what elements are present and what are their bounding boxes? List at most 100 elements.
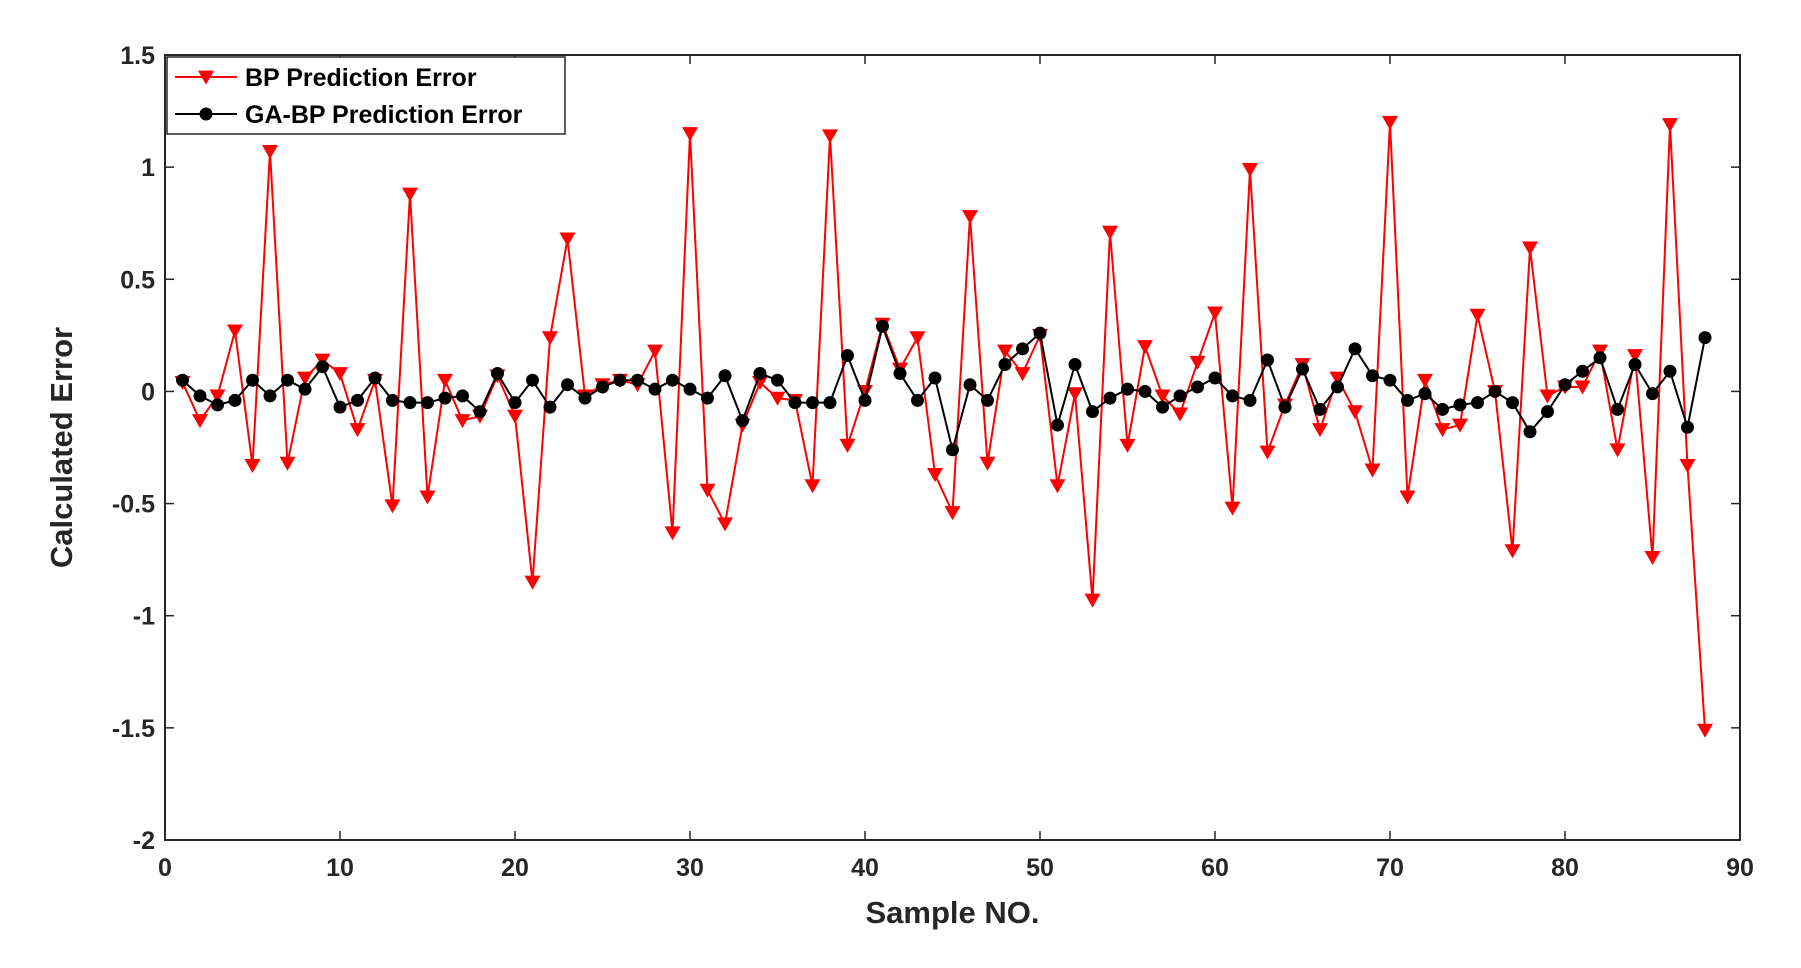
x-tick-label: 30: [676, 854, 704, 882]
data-point-ga-bp: [1261, 353, 1274, 367]
data-point-ga-bp: [456, 389, 469, 403]
data-point-bp: [664, 526, 681, 541]
data-point-ga-bp: [1488, 384, 1502, 398]
data-point-bp: [1049, 479, 1066, 494]
data-point-ga-bp: [1331, 380, 1344, 394]
data-point-ga-bp: [1401, 393, 1414, 407]
data-point-ga-bp: [543, 400, 557, 414]
data-point-ga-bp: [193, 389, 207, 403]
data-point-ga-bp: [176, 373, 189, 387]
data-point-bp: [944, 506, 961, 521]
data-point-bp: [682, 127, 698, 142]
y-tick-label: -2: [133, 827, 155, 855]
legend-box: [166, 56, 566, 135]
data-point-bp: [1417, 373, 1433, 388]
data-point-ga-bp: [718, 369, 732, 383]
data-point-bp: [1627, 349, 1643, 364]
data-point-ga-bp: [1016, 342, 1029, 356]
data-point-bp: [1259, 445, 1276, 460]
data-point-ga-bp: [1383, 373, 1397, 387]
data-point-ga-bp: [1208, 371, 1222, 385]
data-point-ga-bp: [998, 358, 1012, 372]
data-point-bp: [962, 210, 978, 225]
data-point-bp: [1329, 371, 1346, 386]
data-point-ga-bp: [1366, 369, 1379, 383]
data-point-ga-bp: [736, 414, 749, 428]
data-point-ga-bp: [1453, 398, 1467, 412]
data-point-ga-bp: [858, 393, 872, 407]
data-point-bp: [332, 367, 348, 382]
data-point-bp: [1574, 380, 1591, 395]
data-point-bp: [1522, 241, 1538, 256]
data-point-ga-bp: [1471, 396, 1484, 410]
data-point-bp: [1067, 387, 1083, 402]
data-point-ga-bp: [561, 378, 574, 392]
y-tick-label: 1: [141, 154, 155, 182]
data-point-ga-bp: [911, 393, 924, 407]
data-point-bp: [1469, 308, 1486, 323]
x-tick-label: 10: [326, 854, 354, 882]
data-point-bp: [1137, 340, 1153, 355]
x-tick-label: 60: [1201, 854, 1229, 882]
data-point-ga-bp: [263, 389, 277, 403]
data-point-bp: [244, 459, 261, 474]
legend-marker-bp: [198, 70, 214, 85]
y-tick-label: 1.5: [120, 42, 155, 70]
data-point-ga-bp: [1121, 382, 1134, 396]
data-point-ga-bp: [1156, 400, 1169, 414]
data-point-ga-bp: [1348, 342, 1362, 356]
data-point-ga-bp: [333, 400, 347, 414]
data-point-ga-bp: [1681, 420, 1694, 434]
axis-ticks: 0 10 20 30 40 50 60 70 80 90 -2 -1.5 -1 -0.5 0 0.5 1 1.5: [112, 42, 1754, 882]
data-point-ga-bp: [281, 373, 294, 387]
data-point-bp: [192, 414, 208, 429]
data-point-bp: [1154, 389, 1171, 404]
x-tick-label: 20: [501, 854, 529, 882]
data-point-ga-bp: [823, 396, 837, 410]
data-point-bp: [262, 145, 278, 160]
data-point-ga-bp: [491, 366, 504, 380]
data-point-ga-bp: [963, 378, 977, 392]
data-point-ga-bp: [1663, 364, 1677, 378]
data-point-ga-bp: [298, 382, 312, 396]
data-point-bp: [507, 409, 523, 424]
data-point-ga-bp: [421, 396, 434, 410]
data-point-ga-bp: [631, 373, 644, 387]
y-axis-title: Calculated Error: [44, 327, 79, 568]
data-point-bp: [997, 344, 1013, 359]
x-axis-title: Sample NO.: [866, 895, 1040, 930]
data-point-bp: [227, 324, 243, 339]
data-point-bp: [769, 391, 786, 406]
data-point-ga-bp: [1191, 380, 1204, 394]
y-tick-label: -1.5: [112, 715, 155, 743]
x-tick-label: 70: [1376, 854, 1404, 882]
data-point-ga-bp: [438, 391, 452, 405]
data-point-bp: [1014, 367, 1031, 382]
data-point-bp: [559, 232, 576, 247]
data-point-ga-bp: [1523, 425, 1537, 439]
data-point-ga-bp: [508, 396, 522, 410]
data-point-ga-bp: [1593, 351, 1607, 365]
data-point-ga-bp: [526, 373, 539, 387]
data-point-ga-bp: [1506, 396, 1519, 410]
data-point-ga-bp: [316, 360, 329, 374]
data-point-bp: [1189, 355, 1206, 370]
data-point-ga-bp: [246, 373, 259, 387]
data-point-ga-bp: [1278, 400, 1292, 414]
data-point-bp: [297, 371, 313, 386]
data-point-bp: [1224, 501, 1241, 516]
data-point-bp: [1452, 418, 1468, 433]
data-point-bp: [1312, 423, 1328, 438]
y-tick-label: 0: [141, 378, 155, 406]
data-point-ga-bp: [1033, 326, 1047, 340]
data-point-ga-bp: [806, 396, 819, 410]
data-point-bp: [1347, 405, 1363, 420]
data-point-ga-bp: [1086, 405, 1099, 419]
data-point-ga-bp: [1541, 405, 1554, 419]
data-point-ga-bp: [1576, 364, 1589, 378]
data-point-ga-bp: [981, 393, 994, 407]
data-point-bp: [717, 517, 733, 532]
data-point-ga-bp: [596, 380, 609, 394]
data-point-ga-bp: [841, 349, 854, 363]
data-point-ga-bp: [211, 398, 224, 412]
